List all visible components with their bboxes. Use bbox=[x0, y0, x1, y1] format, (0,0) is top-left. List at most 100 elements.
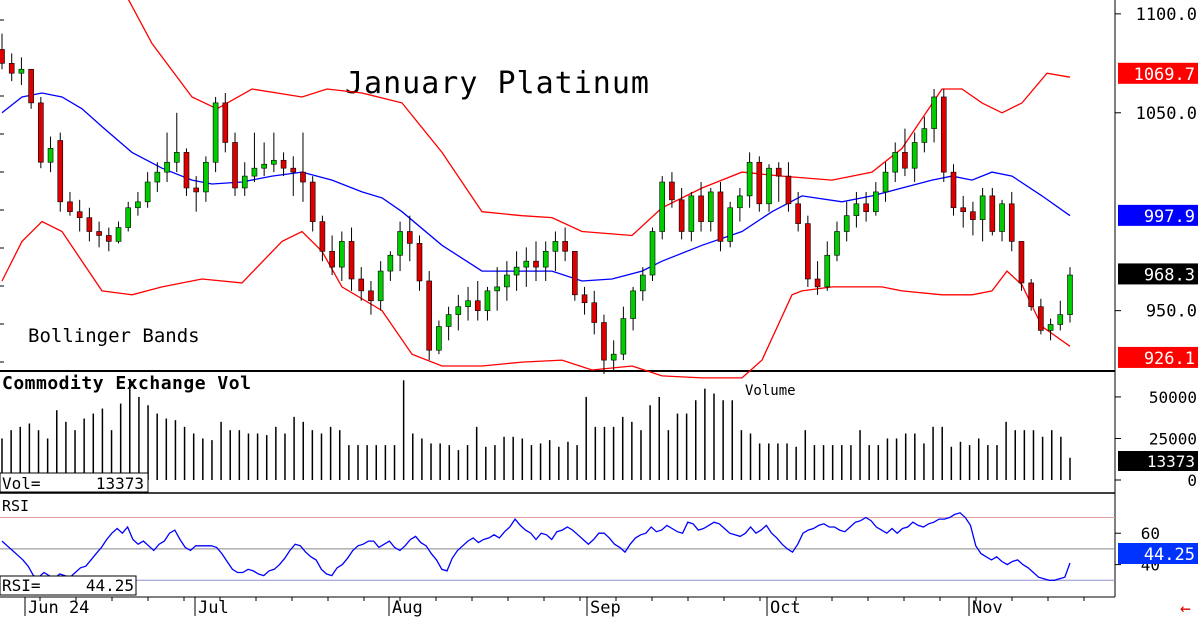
candle-down bbox=[309, 181, 316, 222]
candle-up bbox=[1067, 274, 1073, 315]
candle-up bbox=[843, 215, 850, 232]
upper-bollinger-band bbox=[127, 0, 1071, 237]
price-tag-label: 926.1 bbox=[1144, 349, 1195, 369]
rsi-last-tag: 44.25 bbox=[1144, 545, 1195, 565]
candle-up bbox=[921, 128, 928, 143]
candle-down bbox=[940, 96, 947, 173]
candle-down bbox=[28, 68, 34, 104]
candle-down bbox=[8, 63, 15, 74]
candle-down bbox=[329, 250, 335, 268]
price-tick-label: 950.0 bbox=[1146, 302, 1197, 322]
volume-readout-label: Vol= bbox=[2, 474, 41, 493]
candle-down bbox=[368, 290, 374, 302]
rsi-tick-label: 60 bbox=[1141, 524, 1160, 543]
candle-up bbox=[824, 254, 831, 288]
candle-down bbox=[106, 235, 112, 242]
volume-last-tag: 13373 bbox=[1147, 452, 1195, 471]
candle-up bbox=[377, 270, 384, 302]
candle-up bbox=[727, 207, 733, 242]
price-tag-box bbox=[1118, 263, 1198, 285]
candle-down bbox=[67, 201, 73, 213]
candle-up bbox=[203, 161, 209, 193]
price-tag-label: 968.3 bbox=[1144, 265, 1195, 285]
candle-up bbox=[241, 175, 248, 189]
month-label: Aug bbox=[392, 598, 423, 617]
lower-band-layer bbox=[1, 220, 1071, 379]
candle-down bbox=[96, 231, 102, 236]
candle-up bbox=[542, 250, 549, 268]
candle-up bbox=[397, 231, 403, 256]
rsi-line bbox=[1, 512, 1071, 581]
month-label: Jul bbox=[198, 598, 229, 617]
candle-down bbox=[533, 260, 539, 268]
candle-up bbox=[834, 231, 840, 256]
candle-down bbox=[698, 195, 704, 222]
volume-axis: 0 25000 50000 bbox=[1115, 388, 1197, 490]
candle-down bbox=[562, 241, 568, 252]
candle-down bbox=[222, 102, 229, 143]
rsi-readout-value: 44.25 bbox=[86, 576, 134, 595]
volume-tick-label: 0 bbox=[1187, 471, 1197, 490]
candle-down bbox=[1038, 306, 1044, 331]
candle-down bbox=[814, 278, 821, 288]
month-label: Oct bbox=[770, 598, 801, 617]
candle-up bbox=[552, 241, 559, 252]
price-tag-box bbox=[1118, 346, 1198, 368]
candle-up bbox=[649, 231, 656, 276]
candle-up bbox=[931, 96, 937, 129]
candle-layer bbox=[0, 33, 1073, 374]
candle-down bbox=[805, 223, 811, 280]
candle-up bbox=[115, 227, 122, 242]
month-label: Jun 24 bbox=[28, 598, 89, 617]
rsi-reference-lines bbox=[0, 517, 1115, 581]
candle-down bbox=[406, 231, 413, 244]
candle-down bbox=[678, 199, 685, 232]
candle-up bbox=[436, 326, 442, 351]
candle-down bbox=[795, 203, 801, 224]
candle-up bbox=[766, 167, 772, 205]
chart-subtitle: Bollinger Bands bbox=[28, 325, 200, 347]
candle-down bbox=[193, 187, 199, 193]
candle-down bbox=[290, 167, 297, 173]
candle-up bbox=[387, 254, 394, 272]
price-tick-label: 1100.0 bbox=[1136, 5, 1197, 25]
candle-down bbox=[989, 195, 996, 232]
price-tag-label: 997.9 bbox=[1144, 207, 1195, 227]
candle-up bbox=[144, 181, 151, 203]
candle-up bbox=[911, 142, 918, 169]
volume-panel-title: Commodity Exchange Vol bbox=[2, 373, 251, 394]
candle-down bbox=[950, 171, 957, 209]
candle-up bbox=[523, 260, 530, 268]
candle-down bbox=[426, 280, 433, 351]
volume-legend: Volume bbox=[745, 383, 796, 399]
candle-up bbox=[659, 181, 666, 232]
candle-down bbox=[756, 161, 763, 205]
price-tag-label: 1069.7 bbox=[1134, 65, 1195, 85]
candle-down bbox=[902, 152, 908, 169]
candle-up bbox=[707, 191, 714, 222]
candle-up bbox=[620, 318, 627, 355]
candle-up bbox=[979, 195, 986, 220]
month-label: Nov bbox=[972, 598, 1003, 617]
rsi-readout-label: RSI= bbox=[2, 576, 41, 595]
rsi-panel-title: RSI bbox=[2, 497, 29, 515]
volume-tick-label: 25000 bbox=[1149, 429, 1197, 448]
candle-down bbox=[591, 302, 598, 323]
candle-down bbox=[232, 142, 238, 189]
volume-panel: Commodity Exchange Vol Volume 0 25000 5000… bbox=[0, 371, 1198, 494]
candle-down bbox=[669, 181, 675, 201]
candle-down bbox=[785, 175, 792, 205]
upper-band-layer bbox=[127, 0, 1071, 237]
candle-up bbox=[455, 306, 462, 315]
time-axis: Jun 24 Jul Aug Sep Oct Nov bbox=[0, 596, 1115, 618]
candle-up bbox=[494, 286, 500, 292]
candle-up bbox=[135, 201, 141, 209]
candle-down bbox=[572, 250, 578, 296]
candle-up bbox=[18, 68, 25, 74]
price-tag-box bbox=[1118, 204, 1198, 226]
candle-down bbox=[0, 49, 5, 64]
candle-up bbox=[261, 163, 267, 169]
back-arrow-icon[interactable]: ← bbox=[1180, 598, 1191, 619]
candle-down bbox=[300, 171, 306, 183]
